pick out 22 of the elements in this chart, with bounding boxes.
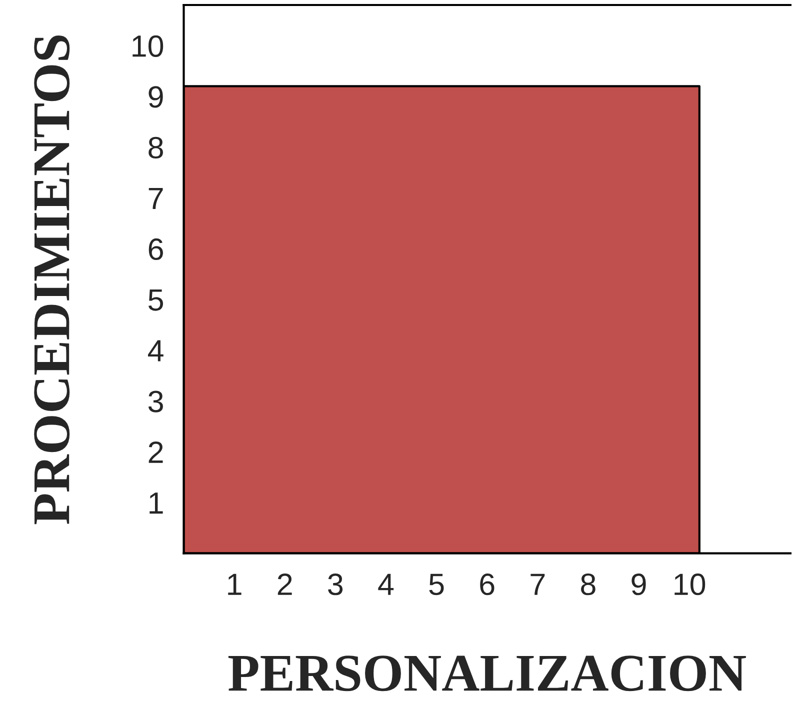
x-tick-label: 2	[278, 574, 292, 595]
y-tick-label: 7	[148, 188, 163, 209]
x-tick-label: 7	[530, 574, 545, 595]
y-tick-label: 6	[148, 238, 163, 260]
x-tick-label: 6	[480, 574, 494, 596]
y-tick-label: 8	[148, 136, 163, 159]
y-tick-label: 5	[148, 289, 164, 311]
x-tick-label: 1	[228, 574, 242, 595]
y-axis-title: PROCEDIMIENTOS	[34, 36, 70, 524]
y-tick-label: 2	[148, 441, 163, 463]
x-tick-label: 3	[328, 574, 343, 596]
y-tick-label: 1	[150, 492, 163, 514]
y-tick-label: 10	[132, 35, 164, 57]
y-tick-label: 3	[148, 390, 163, 412]
x-tick-label: 5	[429, 574, 444, 596]
x-tick-label: 4	[378, 574, 394, 595]
x-tick-label: 8	[581, 574, 596, 596]
x-tick-label: 9	[632, 574, 646, 596]
x-axis-title: PERSONALIZACION	[228, 656, 746, 692]
y-tick-label: 9	[148, 86, 163, 108]
y-tick-label: 4	[148, 340, 164, 362]
x-tick-label: 10	[674, 574, 706, 596]
